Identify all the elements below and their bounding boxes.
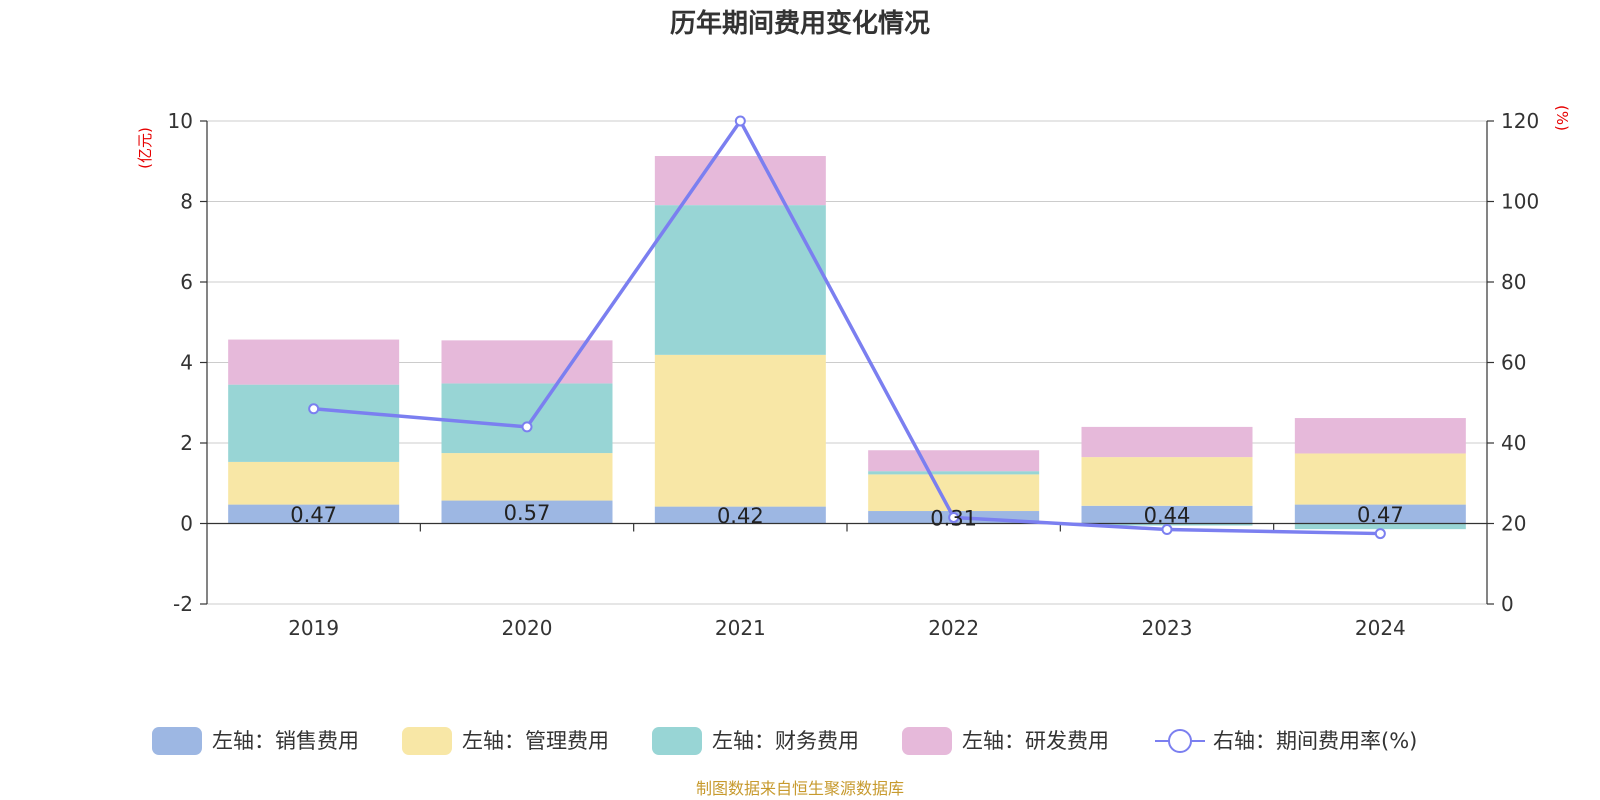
bar-左轴：管理费用-2023 <box>1081 457 1253 506</box>
left-tick-label: 10 <box>168 109 193 133</box>
right-tick-label: 0 <box>1501 592 1514 616</box>
bar-左轴：销售费用-2023 <box>1081 505 1253 524</box>
left-tick-label: 2 <box>180 431 193 455</box>
right-tick-label: 40 <box>1501 431 1526 455</box>
bar-左轴：研发费用-2021 <box>654 156 826 206</box>
bar-左轴：销售费用-2019 <box>228 504 400 524</box>
line-point <box>1161 524 1173 536</box>
bar-data-label: 0.44 <box>1144 504 1191 528</box>
right-tick-label: 60 <box>1501 351 1526 375</box>
bar-左轴：销售费用-2021 <box>654 506 826 524</box>
right-tick-label: 20 <box>1501 512 1526 536</box>
left-tick-label: 4 <box>180 351 193 375</box>
right-tick-label: 120 <box>1501 109 1539 133</box>
chart-title: 历年期间费用变化情况 <box>670 8 930 39</box>
x-tick-label: 2024 <box>1355 616 1406 640</box>
data-labels: 0.47 0.57 0.42 0.31 0.44 0.47 <box>290 501 1403 530</box>
bar-左轴：销售费用-2020 <box>441 500 613 524</box>
bar-左轴：研发费用-2019 <box>228 339 400 385</box>
left-axis-unit: (亿元) <box>136 127 154 169</box>
x-tick-label: 2020 <box>502 616 553 640</box>
legend-swatch <box>652 727 702 755</box>
bar-左轴：研发费用-2024 <box>1294 418 1466 454</box>
bar-左轴：管理费用-2024 <box>1294 453 1466 505</box>
bar-左轴：财务费用-2024 <box>1294 523 1466 530</box>
bar-左轴：财务费用-2021 <box>654 205 826 355</box>
bar-左轴：管理费用-2020 <box>441 453 613 501</box>
left-tick-label: 0 <box>180 512 193 536</box>
bar-左轴：管理费用-2019 <box>228 461 400 505</box>
left-tick-label: -2 <box>173 592 193 616</box>
right-axis-unit: (%) <box>1553 105 1571 131</box>
line-point <box>734 115 746 127</box>
line-point <box>521 421 533 433</box>
legend-label: 左轴：财务费用 <box>712 729 859 753</box>
right-tick-label: 80 <box>1501 270 1526 294</box>
bar-data-label: 0.47 <box>290 503 337 527</box>
bar-左轴：管理费用-2022 <box>868 474 1040 512</box>
bar-data-label: 0.47 <box>1357 503 1404 527</box>
bar-左轴：财务费用-2022 <box>868 471 1040 475</box>
line-point <box>1374 528 1386 540</box>
x-tick-label: 2019 <box>288 616 339 640</box>
bar-左轴：管理费用-2021 <box>654 354 826 507</box>
left-tick-label: 6 <box>180 270 193 294</box>
legend-label: 左轴：研发费用 <box>962 729 1109 753</box>
bar-左轴：财务费用-2020 <box>441 383 613 454</box>
bar-左轴：研发费用-2023 <box>1081 426 1253 458</box>
source-note: 制图数据来自恒生聚源数据库 <box>696 779 904 798</box>
legend-swatch <box>902 727 952 755</box>
bar-左轴：销售费用-2024 <box>1294 504 1466 524</box>
legend-label: 左轴：销售费用 <box>212 729 359 753</box>
left-tick-label: 8 <box>180 190 193 214</box>
bar-data-label: 0.31 <box>930 506 977 530</box>
line-series-rate <box>313 119 1381 536</box>
legend-swatch <box>152 727 202 755</box>
legend: 左轴：销售费用 左轴：管理费用 左轴：财务费用 左轴：研发费用 右轴：期间费用率(%) <box>152 727 1417 755</box>
legend-label: 右轴：期间费用率(%) <box>1213 729 1417 753</box>
bar-data-label: 0.57 <box>504 501 551 525</box>
legend-swatch <box>402 727 452 755</box>
bar-左轴：研发费用-2022 <box>868 450 1040 472</box>
line-series-group <box>308 115 1386 540</box>
bar-series-group <box>228 156 1466 530</box>
bar-左轴：财务费用-2019 <box>228 384 400 462</box>
x-tick-label: 2023 <box>1142 616 1193 640</box>
legend-line-marker <box>1168 729 1192 753</box>
x-tick-label: 2021 <box>715 616 766 640</box>
bar-data-label: 0.42 <box>717 504 764 528</box>
right-tick-label: 100 <box>1501 190 1539 214</box>
line-point <box>308 403 320 415</box>
line-point <box>948 511 960 523</box>
bar-左轴：研发费用-2020 <box>441 340 613 384</box>
x-tick-label: 2022 <box>928 616 979 640</box>
legend-label: 左轴：管理费用 <box>462 729 609 753</box>
